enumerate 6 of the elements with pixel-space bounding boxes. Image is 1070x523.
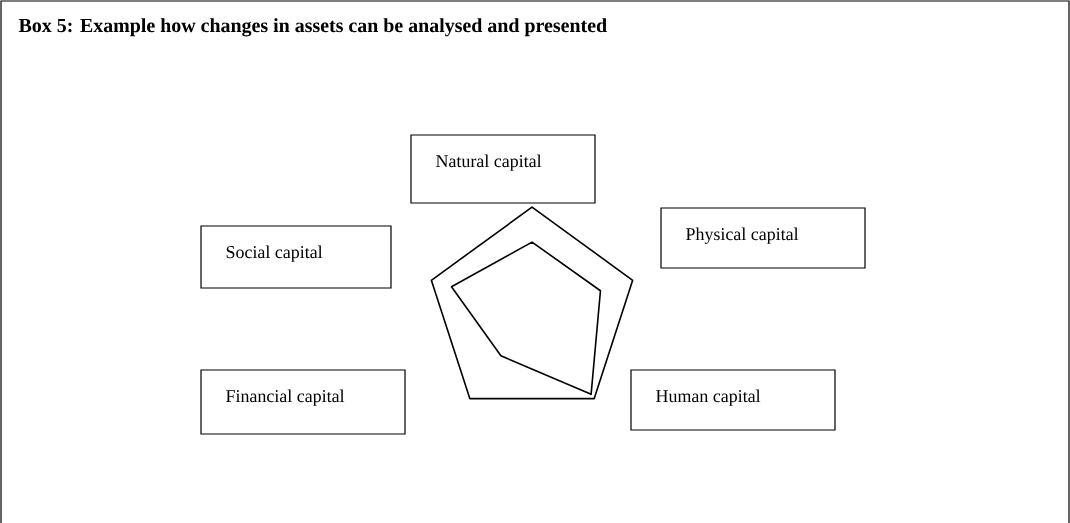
spoke-label: Human capital	[656, 389, 761, 406]
chart-title: Box 5: Example how changes in assets can be analysed and presented	[18, 18, 607, 37]
spoke-label: Physical capital	[686, 227, 799, 244]
spoke-label: Financial capital	[226, 389, 345, 406]
spoke-label: Natural capital	[436, 154, 542, 171]
spoke-label: Social capital	[226, 245, 323, 262]
